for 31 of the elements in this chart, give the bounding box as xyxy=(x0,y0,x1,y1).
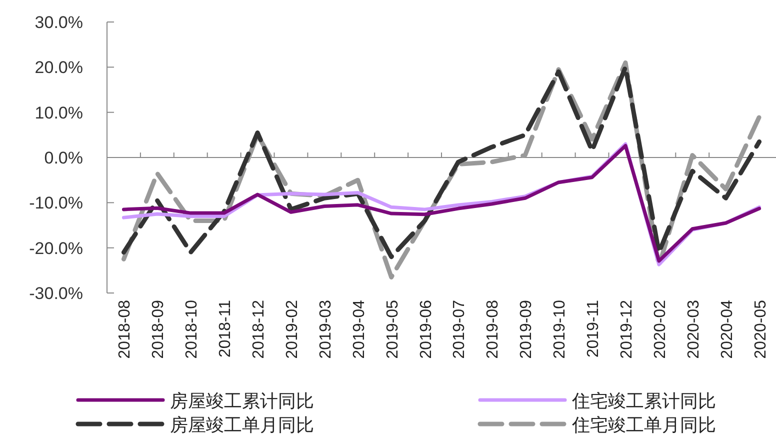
x-tick-label: 2019-10 xyxy=(552,300,569,359)
y-tick-label: 10.0% xyxy=(34,103,83,122)
x-tick-label: 2018-09 xyxy=(150,300,168,359)
legend-label: 房屋竣工单月同比 xyxy=(170,415,314,435)
x-tick-label: 2018-10 xyxy=(184,300,201,359)
legend-label: 房屋竣工累计同比 xyxy=(170,391,314,411)
x-tick-label: 2019-09 xyxy=(518,300,536,359)
y-tick-label: 0.0% xyxy=(44,148,83,168)
legend-label: 住宅竣工累计同比 xyxy=(571,391,716,411)
x-tick-label: 2019-07 xyxy=(451,300,468,359)
x-tick-label: 2019-12 xyxy=(618,300,636,359)
x-tick-label: 2020-05 xyxy=(752,300,770,359)
x-tick-label: 2020-03 xyxy=(685,300,702,359)
y-tick-label: 20.0% xyxy=(34,58,83,78)
x-tick-label: 2019-03 xyxy=(317,300,334,359)
y-tick-label: 30.0% xyxy=(34,13,83,32)
y-tick-label: -20.0% xyxy=(29,238,83,258)
y-tick-label: -10.0% xyxy=(29,194,83,213)
x-tick-label: 2019-11 xyxy=(585,300,602,358)
x-tick-label: 2019-08 xyxy=(484,300,502,359)
legend-label: 住宅竣工单月同比 xyxy=(571,415,716,435)
x-tick-label: 2018-12 xyxy=(250,300,268,359)
x-tick-label: 2018-11 xyxy=(217,300,234,358)
x-tick-label: 2020-04 xyxy=(718,300,736,359)
x-tick-label: 2019-05 xyxy=(384,300,402,359)
x-tick-label: 2019-06 xyxy=(418,300,435,359)
x-tick-label: 2018-08 xyxy=(116,300,134,359)
x-tick-label: 2020-02 xyxy=(652,300,669,359)
x-tick-label: 2019-04 xyxy=(350,300,368,359)
x-tick-label: 2019-02 xyxy=(284,300,301,359)
y-tick-label: -30.0% xyxy=(29,284,83,303)
